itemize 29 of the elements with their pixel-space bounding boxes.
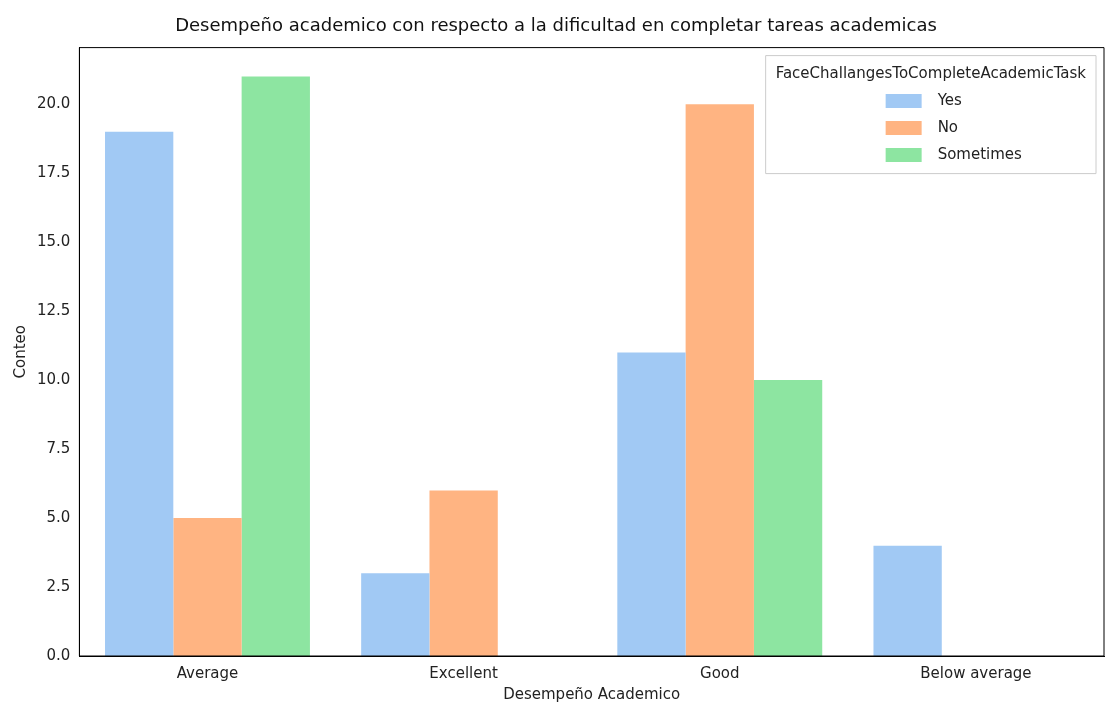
legend-label: Yes xyxy=(936,90,963,109)
legend-label: Sometimes xyxy=(937,144,1023,163)
y-tick-label: 5.0 xyxy=(46,507,71,526)
y-tick-label: 12.5 xyxy=(36,300,71,319)
y-tick-label: 7.5 xyxy=(46,438,71,457)
y-tick-label: 15.0 xyxy=(36,232,71,251)
bar xyxy=(105,131,174,656)
x-tick-label: Excellent xyxy=(429,663,498,682)
bar xyxy=(685,104,754,656)
chart-title: Desempeño academico con respecto a la dificultad en completar tareas academicas xyxy=(175,14,937,36)
bar xyxy=(173,518,242,656)
y-axis-title: Conteo xyxy=(10,325,29,379)
y-tick-label: 2.5 xyxy=(46,576,71,595)
y-tick-label: 17.5 xyxy=(36,163,71,182)
x-tick-label: Below average xyxy=(920,663,1032,682)
legend-title: FaceChallangesToCompleteAcademicTask xyxy=(775,63,1087,82)
y-tick-label: 20.0 xyxy=(36,94,71,113)
x-tick-label: Average xyxy=(176,663,239,682)
bar xyxy=(361,573,430,656)
bar xyxy=(753,380,823,656)
x-axis-title: Desempeño Academico xyxy=(503,684,681,703)
y-tick-label: 10.0 xyxy=(36,369,71,388)
x-tick-label: Good xyxy=(700,663,740,682)
legend-label: No xyxy=(937,117,959,136)
bar xyxy=(617,352,686,656)
bar xyxy=(873,545,942,656)
y-tick-label: 0.0 xyxy=(46,645,71,664)
bar xyxy=(241,76,310,656)
bar xyxy=(429,490,498,656)
